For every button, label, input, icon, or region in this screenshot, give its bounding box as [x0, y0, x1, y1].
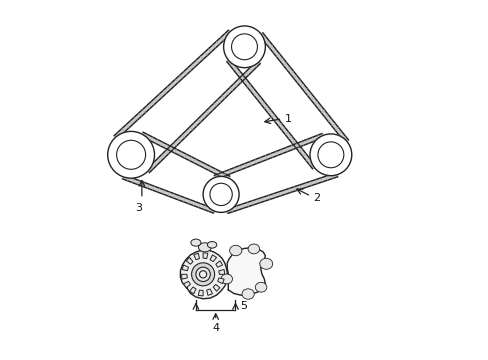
Polygon shape	[213, 284, 220, 291]
Polygon shape	[210, 255, 216, 262]
Ellipse shape	[196, 267, 210, 282]
Text: 2: 2	[313, 193, 320, 203]
Polygon shape	[259, 32, 348, 143]
Ellipse shape	[198, 243, 211, 252]
Ellipse shape	[317, 142, 343, 168]
Polygon shape	[213, 133, 324, 180]
Polygon shape	[203, 253, 207, 258]
Polygon shape	[122, 175, 215, 213]
Ellipse shape	[107, 131, 154, 178]
Ellipse shape	[199, 271, 206, 278]
Polygon shape	[146, 60, 260, 173]
Ellipse shape	[255, 282, 266, 292]
Polygon shape	[141, 132, 230, 180]
Text: 3: 3	[135, 203, 142, 213]
Polygon shape	[181, 274, 187, 279]
Polygon shape	[182, 265, 188, 271]
Polygon shape	[226, 58, 316, 169]
Ellipse shape	[207, 242, 216, 248]
Ellipse shape	[309, 134, 351, 176]
Polygon shape	[114, 30, 231, 139]
Polygon shape	[183, 282, 190, 288]
Text: 1: 1	[284, 114, 291, 124]
Ellipse shape	[223, 26, 265, 68]
Ellipse shape	[229, 245, 242, 256]
Ellipse shape	[247, 244, 259, 254]
Ellipse shape	[116, 140, 145, 169]
Polygon shape	[198, 290, 203, 296]
Text: 4: 4	[212, 323, 219, 333]
Ellipse shape	[191, 263, 214, 286]
Ellipse shape	[203, 176, 239, 212]
Polygon shape	[193, 253, 199, 260]
Ellipse shape	[190, 239, 201, 246]
Ellipse shape	[259, 258, 272, 269]
Ellipse shape	[242, 289, 254, 299]
Polygon shape	[206, 289, 212, 295]
Polygon shape	[180, 250, 227, 299]
Polygon shape	[225, 172, 338, 213]
Ellipse shape	[221, 274, 232, 284]
Text: 5: 5	[239, 301, 246, 311]
Ellipse shape	[209, 183, 232, 206]
Ellipse shape	[231, 34, 257, 60]
Polygon shape	[217, 278, 224, 284]
Polygon shape	[189, 287, 196, 294]
Polygon shape	[219, 270, 224, 274]
Polygon shape	[227, 248, 265, 295]
Polygon shape	[215, 261, 222, 267]
Polygon shape	[186, 257, 193, 264]
